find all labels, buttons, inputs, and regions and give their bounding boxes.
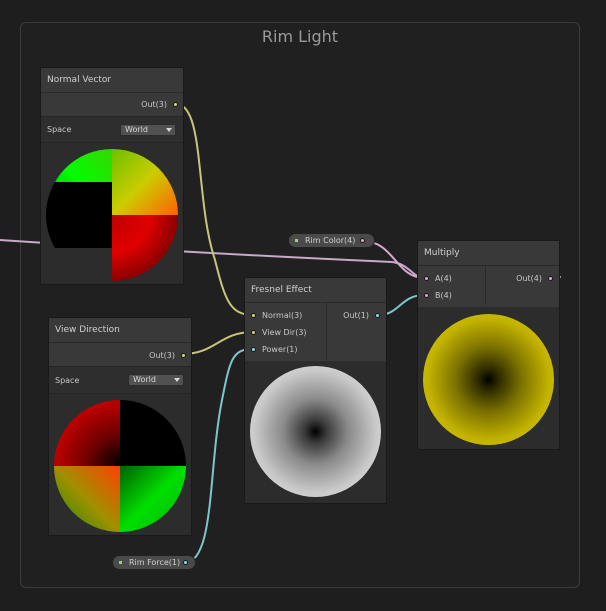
- input-label: Power(1): [262, 345, 298, 354]
- power-input-port[interactable]: [251, 347, 256, 352]
- property-label: Rim Force(1): [129, 558, 181, 567]
- fresnel-preview-disc: [250, 366, 381, 497]
- preview-panel: [245, 361, 386, 503]
- input-label: B(4): [435, 291, 452, 300]
- node-title: Normal Vector: [41, 68, 183, 93]
- output-port[interactable]: [173, 102, 178, 107]
- output-port[interactable]: [183, 560, 188, 565]
- input-label: Normal(3): [262, 311, 303, 320]
- space-value: World: [125, 125, 148, 134]
- chevron-down-icon: [166, 128, 172, 132]
- node-title: Multiply: [418, 241, 559, 266]
- view-dir-input-port[interactable]: [251, 330, 256, 335]
- group-title: Rim Light: [261, 27, 339, 46]
- chevron-down-icon: [174, 378, 180, 382]
- output-port[interactable]: [181, 353, 186, 358]
- output-label: Out(3): [141, 100, 167, 109]
- preview-panel: [41, 143, 183, 284]
- output-label: Out(4): [516, 274, 542, 283]
- a-input-port[interactable]: [424, 276, 429, 281]
- space-label: Space: [47, 125, 72, 134]
- normal-preview-disc: [46, 149, 178, 281]
- multiply-preview-disc: [423, 314, 554, 445]
- normal-input-port[interactable]: [251, 313, 256, 318]
- view-direction-preview-disc: [54, 400, 186, 532]
- property-label: Rim Color(4): [305, 236, 356, 245]
- settings-panel: Space World: [49, 366, 191, 394]
- preview-panel: [49, 394, 191, 535]
- output-label: Out(3): [149, 351, 175, 360]
- space-dropdown[interactable]: World: [120, 124, 176, 136]
- node-title: Fresnel Effect: [245, 278, 386, 303]
- multiply-node[interactable]: Multiply A(4) B(4) Out(4): [417, 240, 560, 450]
- output-port[interactable]: [375, 313, 380, 318]
- output-port[interactable]: [548, 276, 553, 281]
- rim-force-property[interactable]: Rim Force(1): [112, 555, 196, 570]
- normal-vector-node[interactable]: Normal Vector Out(3) Space World: [40, 67, 184, 285]
- space-value: World: [133, 375, 156, 384]
- b-input-port[interactable]: [424, 293, 429, 298]
- output-label: Out(1): [343, 311, 369, 320]
- settings-panel: Space World: [41, 116, 183, 143]
- output-port[interactable]: [360, 238, 365, 243]
- space-dropdown[interactable]: World: [128, 374, 184, 386]
- view-direction-node[interactable]: View Direction Out(3) Space World: [48, 317, 192, 536]
- input-label: View Dir(3): [262, 328, 307, 337]
- space-label: Space: [55, 376, 80, 385]
- rim-color-property[interactable]: Rim Color(4): [288, 233, 375, 248]
- preview-panel: [418, 307, 559, 449]
- node-title: View Direction: [49, 318, 191, 343]
- fresnel-effect-node[interactable]: Fresnel Effect Normal(3) View Dir(3) Pow…: [244, 277, 387, 504]
- input-label: A(4): [435, 274, 452, 283]
